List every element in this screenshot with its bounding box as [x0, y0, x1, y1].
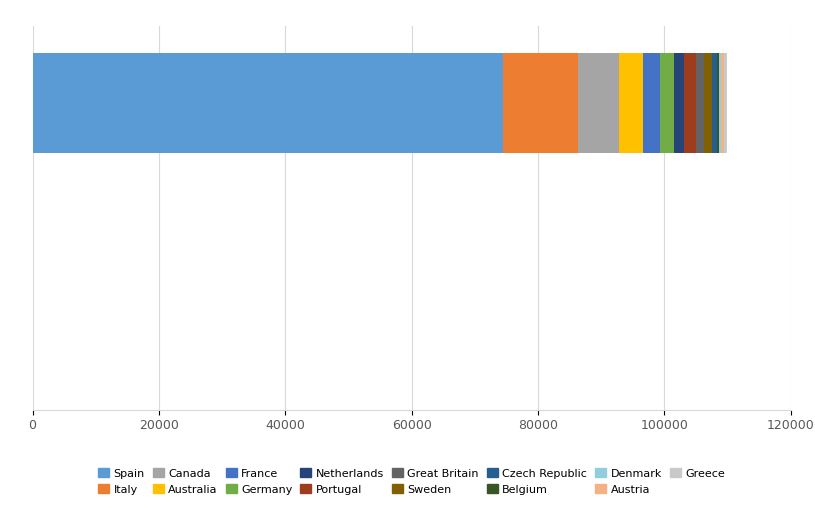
Legend: Spain, Italy, Canada, Australia, France, Germany, Netherlands, Portugal, Great B: Spain, Italy, Canada, Australia, France,…: [95, 465, 729, 498]
Bar: [721, 53, 725, 153]
Bar: [716, 53, 719, 153]
Bar: [578, 53, 619, 153]
Bar: [684, 53, 697, 153]
Bar: [674, 53, 684, 153]
Bar: [619, 53, 643, 153]
Bar: [503, 53, 578, 153]
Bar: [697, 53, 704, 153]
Bar: [643, 53, 660, 153]
Bar: [725, 53, 727, 153]
Bar: [33, 53, 503, 153]
Bar: [719, 53, 721, 153]
Bar: [711, 53, 716, 153]
Bar: [660, 53, 674, 153]
Bar: [704, 53, 711, 153]
